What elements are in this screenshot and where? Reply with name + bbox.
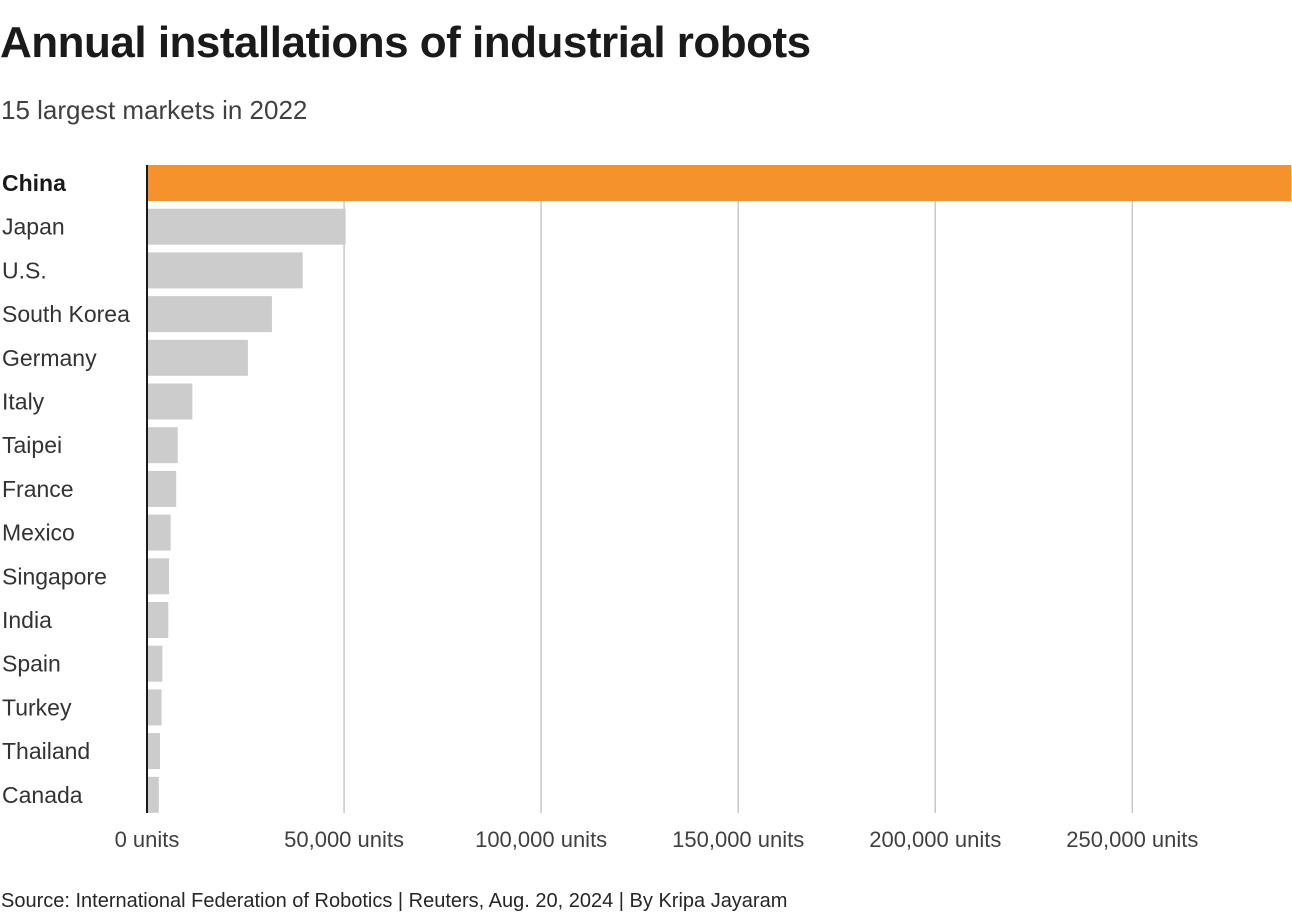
bar-chart: China Japan U.S. South Korea Germany Italy Tai… <box>2 165 1292 852</box>
chart-subtitle: 15 largest markets in 2022 <box>1 95 308 125</box>
category-label: Singapore <box>2 563 107 589</box>
bar-canada <box>147 776 159 813</box>
x-tick-label: 200,000 units <box>869 827 1001 852</box>
chart-title: Annual installations of industrial robot… <box>0 18 811 67</box>
category-label: Spain <box>2 651 61 677</box>
category-label: U.S. <box>2 257 47 283</box>
x-tick-label: 150,000 units <box>672 827 804 852</box>
bar-turkey <box>147 689 162 726</box>
x-tick-label: 100,000 units <box>475 827 607 852</box>
category-label: China <box>2 170 66 196</box>
category-label: Canada <box>2 782 83 808</box>
category-label: South Korea <box>2 301 130 327</box>
bar-taipei <box>147 427 178 464</box>
bars <box>147 165 1292 813</box>
bar-singapore <box>147 558 170 595</box>
category-label: Germany <box>2 345 97 371</box>
category-label: Japan <box>2 214 65 240</box>
category-label: India <box>2 607 52 633</box>
bar-mexico <box>147 514 171 551</box>
bar-germany <box>147 339 248 376</box>
category-label: Thailand <box>2 738 90 764</box>
category-label: Turkey <box>2 694 72 720</box>
x-axis-ticks: 0 units 50,000 units 100,000 units 150,000 … <box>115 827 1199 852</box>
source-note: Source: International Federation of Robo… <box>1 890 788 912</box>
bar-u-s <box>147 252 303 289</box>
bar-thailand <box>147 733 161 770</box>
category-label: Italy <box>2 389 45 415</box>
category-label: Mexico <box>2 520 75 546</box>
x-tick-label: 250,000 units <box>1066 827 1198 852</box>
category-labels: China Japan U.S. South Korea Germany Italy Tai… <box>2 170 130 808</box>
bar-france <box>147 470 177 507</box>
bar-italy <box>147 383 193 420</box>
bar-japan <box>147 208 346 245</box>
bar-china <box>147 165 1292 201</box>
category-label: France <box>2 476 74 502</box>
x-tick-label: 50,000 units <box>284 827 404 852</box>
bar-south-korea <box>147 296 272 333</box>
bar-india <box>147 602 169 638</box>
x-tick-label: 0 units <box>115 827 180 852</box>
grid-lines <box>343 165 1134 813</box>
category-label: Taipei <box>2 432 62 458</box>
bar-spain <box>147 645 163 682</box>
